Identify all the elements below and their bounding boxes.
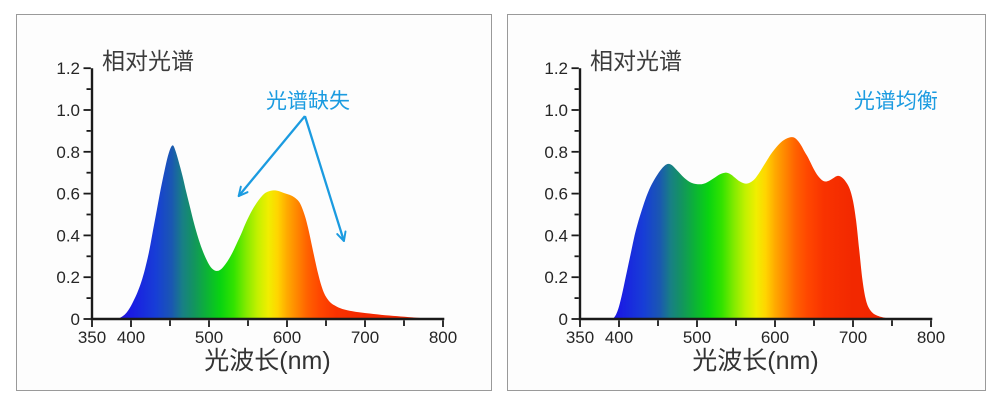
- y-tick-label: 0: [559, 310, 568, 329]
- x-tick-label: 400: [117, 328, 145, 347]
- annotation-label: 光谱均衡: [854, 90, 938, 113]
- chart-title: 相对光谱: [102, 48, 194, 74]
- annotation-label: 光谱缺失: [266, 90, 350, 113]
- spectrum-panel-left: 350 400 500 600 700 800 0 0.2 0.4 0.6 0.8 1.0 1.2 相对光…: [16, 14, 492, 391]
- y-tick-label: 0.8: [544, 143, 568, 162]
- x-tick-label: 500: [683, 328, 711, 347]
- spectrum-curve: [117, 145, 435, 319]
- spectrum-panel-right: 350 400 500 600 700 800 0 0.2 0.4 0.6 0.8 1.0 1.2 相对光…: [507, 14, 986, 391]
- y-tick-label: 0.4: [544, 226, 568, 245]
- y-tick-label: 0.6: [544, 185, 568, 204]
- chart-title: 相对光谱: [590, 48, 682, 74]
- y-tick-label: 0.2: [56, 268, 80, 287]
- y-tick-label: 1.0: [56, 101, 80, 120]
- y-tick-label: 0.6: [56, 185, 80, 204]
- x-tick-label: 700: [839, 328, 867, 347]
- spectrum-curve: [612, 137, 895, 319]
- x-tick-label: 350: [566, 328, 594, 347]
- x-tick-label: 350: [78, 328, 106, 347]
- x-tick-label: 800: [917, 328, 945, 347]
- y-tick-label: 1.2: [56, 59, 80, 78]
- y-tick-label: 0: [71, 310, 80, 329]
- x-axis-label: 光波长(nm): [692, 347, 818, 375]
- x-tick-label: 700: [351, 328, 379, 347]
- x-tick-label: 800: [429, 328, 457, 347]
- x-tick-label: 600: [273, 328, 301, 347]
- x-tick-label: 500: [195, 328, 223, 347]
- y-tick-label: 1.2: [544, 59, 568, 78]
- y-tick-label: 0.8: [56, 143, 80, 162]
- y-tick-label: 0.4: [56, 226, 80, 245]
- y-tick-label: 0.2: [544, 268, 568, 287]
- x-axis-label: 光波长(nm): [204, 347, 330, 375]
- spectrum-chart-balanced: 350 400 500 600 700 800 0 0.2 0.4 0.6 0.8 1.0 1.2 相对光…: [544, 48, 945, 375]
- spectrum-chart-missing: 350 400 500 600 700 800 0 0.2 0.4 0.6 0.8 1.0 1.2 相对光…: [56, 48, 457, 375]
- annotation-arrow: [237, 115, 306, 198]
- x-tick-label: 400: [605, 328, 633, 347]
- x-tick-label: 600: [761, 328, 789, 347]
- annotation-arrow: [303, 115, 347, 243]
- y-tick-label: 1.0: [544, 101, 568, 120]
